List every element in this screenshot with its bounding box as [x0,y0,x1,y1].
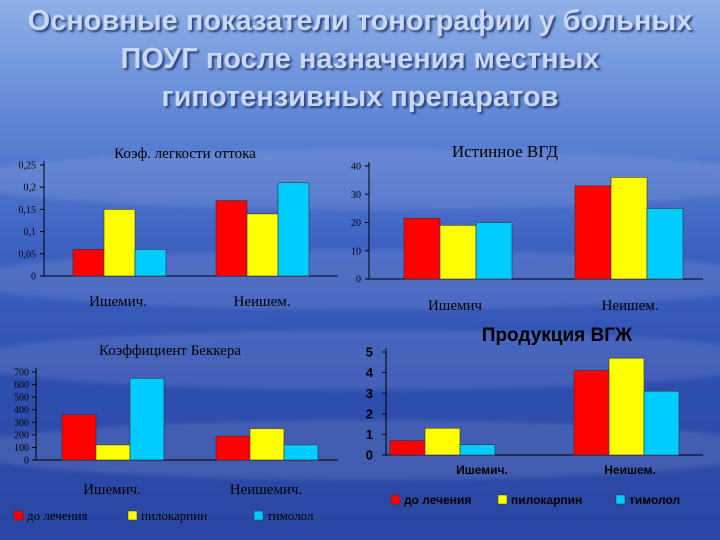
bar-1-2 [215,435,251,461]
bar-2-1 [95,444,131,461]
y-tick-label: 500 [14,393,29,404]
bar-3-1 [475,222,513,280]
chart-title: Коэффициент Беккера [99,343,241,359]
bar-1-1 [61,414,97,461]
y-tick-label: 0,1 [24,227,37,238]
chart-1: 0 0,05 0,1 0,15 0,2 0,25 Ишемич. Неишем. Коэф. л… [19,146,338,310]
legend-label: до лечения [27,508,88,523]
legend-swatch [127,510,138,521]
legend-right: до лечения пилокарпин тимолол [390,493,680,507]
y-tick-label: 30 [351,190,361,201]
bar-2-1 [439,225,477,280]
chart-title: Истинное ВГД [452,142,559,161]
bar-3-2 [643,390,680,456]
legend-swatch [253,510,264,521]
y-tick-label: 2 [366,406,373,421]
bar-3-1 [134,249,167,277]
page-title: Основные показатели тонографии у больных… [27,5,693,113]
bar-2-2 [610,177,648,280]
bar-3-1 [459,444,496,456]
category-label: Ишемич [428,298,483,314]
bar-1-2 [573,370,610,456]
chart-title: Коэф. легкости оттока [114,146,256,162]
legend-swatch [497,494,508,505]
category-label: Неишем. [604,463,655,477]
y-tick-label: 40 [351,162,361,173]
y-tick-label: 0 [356,275,361,286]
bar-1-2 [215,200,248,277]
chart-2: 0 10 20 30 40 Ишемич Неишем. Истинное ВГД [351,142,703,314]
y-tick-label: 4 [366,365,374,380]
legend-label: пилокарпин [511,493,582,507]
y-tick-label: 100 [14,443,29,454]
y-tick-label: 0,2 [24,183,37,194]
y-tick-label: 10 [351,246,361,257]
y-tick-label: 700 [14,368,29,379]
y-tick-label: 0 [31,272,36,283]
category-label: Ишемич. [456,463,508,477]
bar-3-2 [646,208,684,280]
y-tick-label: 5 [366,345,373,360]
y-tick-label: 600 [14,380,29,391]
bar-2-2 [608,357,645,456]
y-tick-label: 300 [14,418,29,429]
bar-1-1 [72,249,105,277]
y-tick-label: 400 [14,405,29,416]
bar-1-2 [574,185,612,280]
chart-4: 0 1 2 3 4 5 Ишемич. Неишем. Продукция ВГЖ [366,325,703,477]
bar-2-2 [246,213,279,277]
bar-2-1 [424,427,461,456]
bar-1-1 [403,217,441,280]
bar-3-2 [277,182,310,277]
bar-2-2 [249,428,285,461]
y-tick-label: 1 [366,427,373,442]
bar-2-1 [103,209,136,277]
bar-3-2 [283,444,319,461]
legend-swatch [390,494,401,505]
y-tick-label: 200 [14,430,29,441]
y-tick-label: 0,05 [19,249,37,260]
chart-title: Продукция ВГЖ [482,325,633,346]
category-label: Ишемич. [89,294,147,310]
legend-swatch [615,494,626,505]
y-tick-label: 0,15 [19,205,37,216]
legend-label: пилокарпин [141,508,207,523]
y-tick-label: 0 [24,456,29,467]
legend-left: до лечения пилокарпин тимолол [13,508,314,523]
bar-1-1 [389,440,426,456]
y-tick-label: 0 [366,448,373,463]
y-tick-label: 20 [351,218,361,229]
y-tick-label: 3 [366,386,373,401]
bar-3-1 [129,377,165,461]
legend-swatch [13,510,24,521]
category-label: Неишемич. [230,482,303,498]
y-tick-label: 0,25 [19,161,37,172]
category-label: Ишемич. [83,482,141,498]
legend-label: до лечения [404,493,471,507]
category-label: Неишем. [602,298,659,314]
legend-label: тимолол [267,508,314,523]
legend-label: тимолол [629,493,680,507]
category-label: Неишем. [234,294,291,310]
